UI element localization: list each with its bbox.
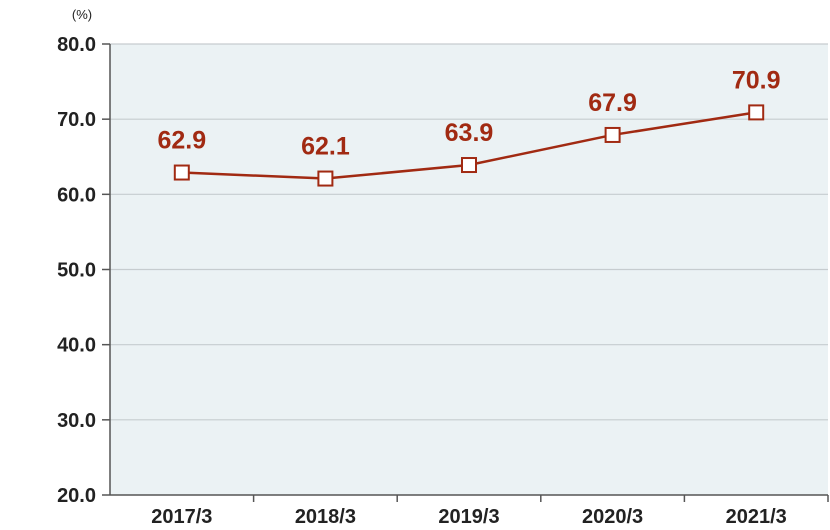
data-labels: 62.9 62.1 63.9 67.9 70.9 bbox=[157, 66, 780, 160]
x-tick-label: 2020/3 bbox=[582, 506, 643, 528]
y-tick-label: 60.0 bbox=[57, 184, 96, 206]
data-label: 67.9 bbox=[588, 89, 637, 117]
x-tick-label: 2018/3 bbox=[295, 506, 356, 528]
gridlines bbox=[110, 43, 828, 421]
data-label: 62.9 bbox=[157, 127, 206, 155]
y-tick-label: 80.0 bbox=[57, 34, 96, 56]
y-axis-ticks: 80.0 70.0 60.0 50.0 40.0 30.0 20.0 bbox=[57, 34, 110, 507]
y-tick-label: 30.0 bbox=[57, 410, 96, 432]
data-point-marker bbox=[461, 157, 477, 174]
y-tick-label: 40.0 bbox=[57, 335, 96, 357]
x-tick-label: 2021/3 bbox=[726, 506, 787, 528]
x-tick-label: 2019/3 bbox=[438, 506, 499, 528]
x-axis-ticks: 2017/3 2018/3 2019/3 2020/3 2021/3 bbox=[151, 495, 829, 528]
y-tick-label: 70.0 bbox=[57, 109, 96, 131]
data-label: 70.9 bbox=[732, 66, 781, 94]
data-point-marker bbox=[317, 170, 334, 187]
y-axis-unit: (%) bbox=[72, 7, 92, 22]
data-point-marker bbox=[173, 164, 190, 181]
data-label: 62.1 bbox=[301, 133, 350, 161]
series-line bbox=[173, 104, 765, 187]
data-point-marker bbox=[748, 104, 765, 121]
y-tick-label: 20.0 bbox=[57, 485, 96, 507]
x-tick-label: 2017/3 bbox=[151, 506, 212, 528]
data-point-marker bbox=[604, 126, 621, 143]
data-label: 63.9 bbox=[445, 119, 494, 147]
y-tick-label: 50.0 bbox=[57, 260, 96, 282]
